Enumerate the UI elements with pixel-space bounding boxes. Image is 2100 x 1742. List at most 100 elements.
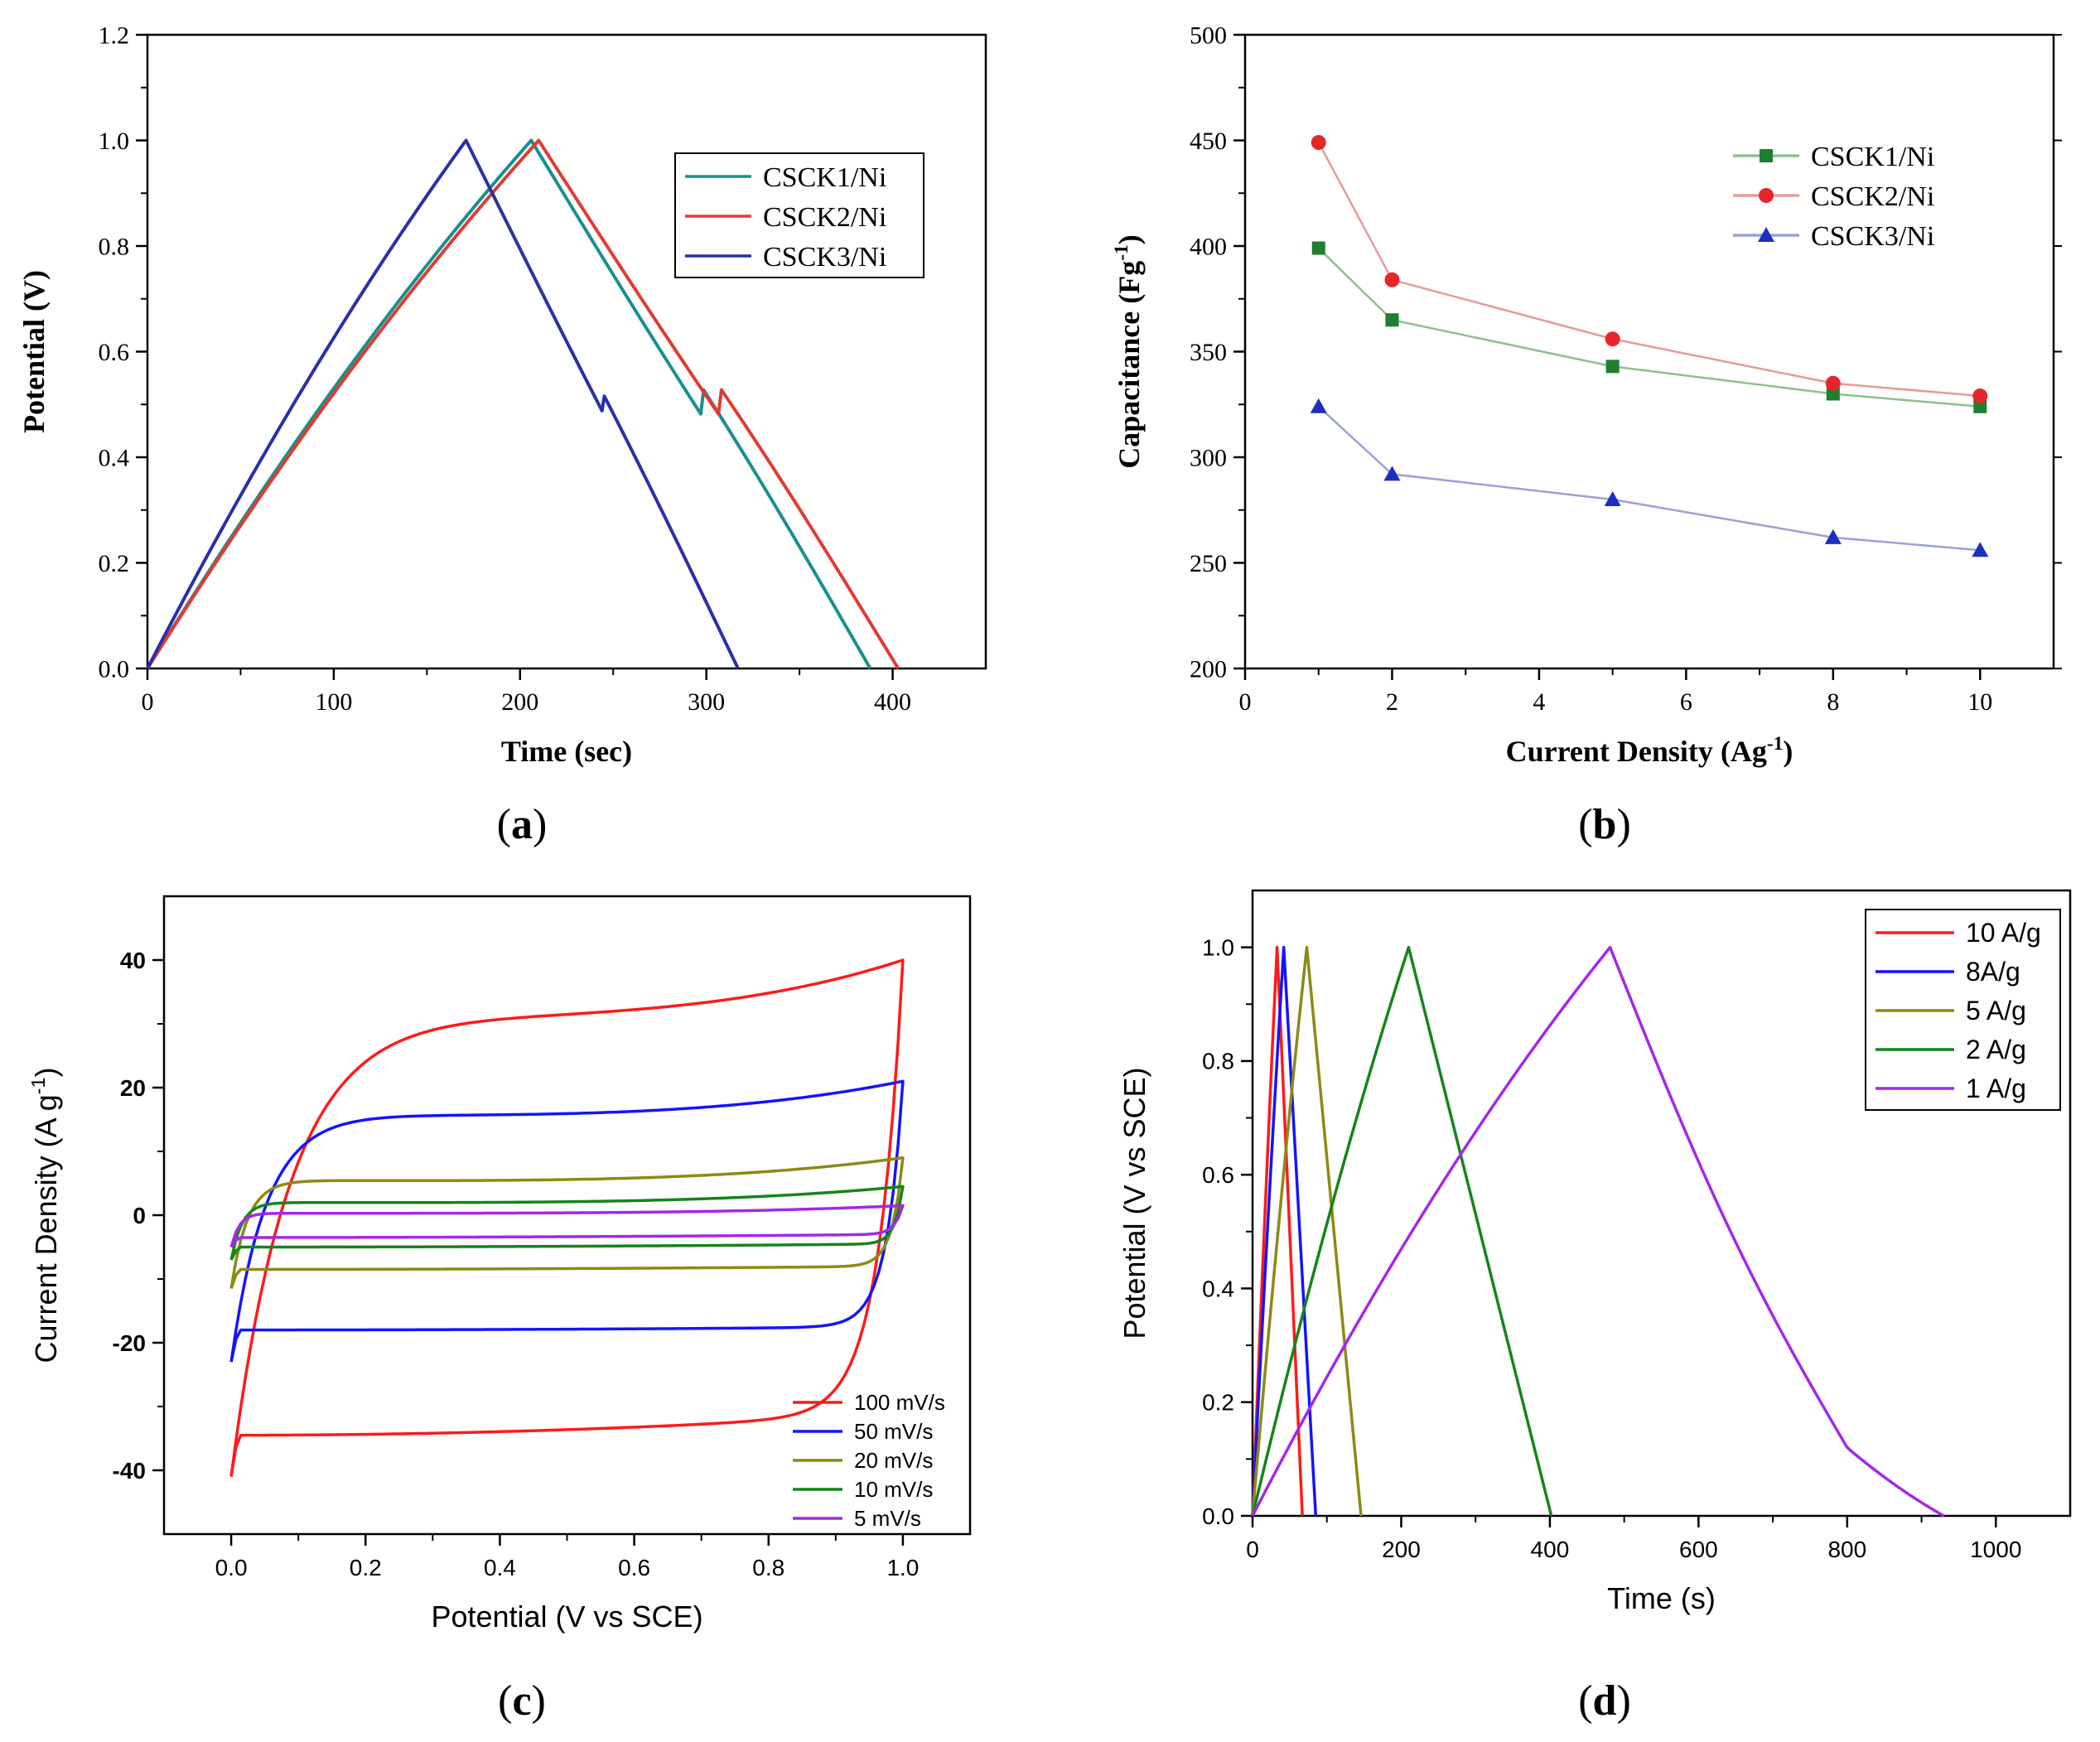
y-axis-label: Current Density (A g-1) <box>27 1068 63 1363</box>
x-tick-label: 200 <box>501 688 538 716</box>
y-tick-label: 0 <box>133 1203 146 1228</box>
x-tick-label: 4 <box>1533 688 1545 716</box>
legend-label: 5 mV/s <box>854 1506 921 1531</box>
y-tick-label: 450 <box>1190 128 1227 155</box>
x-tick-label: 6 <box>1680 688 1692 716</box>
x-tick-label: 0.6 <box>618 1555 650 1580</box>
legend-label: CSCK1/Ni <box>763 162 886 193</box>
data-point <box>1824 528 1842 544</box>
x-tick-label: 0.2 <box>350 1555 382 1580</box>
plot-frame <box>146 33 987 670</box>
x-tick-label: 0 <box>1246 1537 1259 1562</box>
x-tick-label: 1.0 <box>886 1555 919 1580</box>
chart-c: 0.0 0.2 0.4 0.6 0.8 1.0 -40 -20 0 20 40 Potential (… <box>27 895 972 1633</box>
y-tick-label: 1.0 <box>1202 934 1234 960</box>
legend-marker <box>1758 227 1774 242</box>
x-tick-label: 400 <box>1531 1537 1570 1562</box>
legend: 10 A/g 8A/g 5 A/g 2 A/g 1 A/g <box>1865 909 2061 1111</box>
x-tick-label: 8 <box>1827 688 1839 716</box>
y-tick-label: 0.4 <box>1202 1276 1234 1301</box>
panel-label: (b) <box>1578 801 1631 848</box>
x-tick-label: 800 <box>1827 1537 1866 1562</box>
legend-label: 10 A/g <box>1966 918 2041 948</box>
legend: CSCK1/Ni CSCK2/Ni CSCK3/Ni <box>1733 142 1934 252</box>
legend-label: 20 mV/s <box>854 1448 933 1473</box>
legend: 100 mV/s 50 mV/s 20 mV/s 10 mV/s 5 mV/s <box>793 1390 945 1531</box>
y-tick-label: 350 <box>1190 339 1227 366</box>
series-line <box>229 1079 905 1363</box>
y-tick-label: 20 <box>120 1075 146 1101</box>
series-line <box>1251 945 1553 1517</box>
data-point <box>1604 491 1621 506</box>
plot-frame <box>1251 889 2072 1518</box>
y-tick-label: 0.6 <box>99 339 130 366</box>
x-tick-label: 1000 <box>1970 1537 2021 1562</box>
chart-d: 0 200 400 600 800 1000 0.0 0.2 0.4 0.6 0.8 1.0 Time … <box>1118 889 2072 1615</box>
y-tick-label: 0.2 <box>1202 1390 1234 1416</box>
y-tick-label: 250 <box>1190 550 1227 577</box>
legend-label: CSCK3/Ni <box>1811 221 1934 252</box>
x-tick-label: 0.4 <box>484 1555 516 1580</box>
data-point <box>1605 331 1620 347</box>
data-point <box>1310 398 1327 413</box>
plot-frame <box>162 895 972 1536</box>
data-point <box>1385 313 1399 327</box>
x-tick-label: 0 <box>142 688 154 716</box>
y-tick-label: 0.4 <box>99 445 130 472</box>
y-axis-label: Potential (V) <box>17 270 51 433</box>
legend-label: 5 A/g <box>1966 996 2026 1025</box>
legend-label: CSCK2/Ni <box>1811 181 1934 212</box>
series-line <box>1317 405 1981 552</box>
legend-label: CSCK1/Ni <box>1811 142 1934 172</box>
x-tick-label: 0.8 <box>752 1555 784 1580</box>
legend-label: CSCK2/Ni <box>763 202 886 233</box>
series-line <box>146 138 740 669</box>
x-tick-label: 0.0 <box>215 1555 248 1580</box>
x-axis-label: Current Density (Ag-1) <box>1506 733 1793 768</box>
data-point <box>1383 466 1401 481</box>
y-tick-label: 1.0 <box>99 128 130 155</box>
legend-label: 1 A/g <box>1966 1074 2026 1103</box>
data-point <box>1825 375 1841 391</box>
legend: CSCK1/Ni CSCK2/Ni CSCK3/Ni <box>674 152 924 278</box>
y-tick-label: 0.0 <box>1202 1503 1234 1529</box>
data-point <box>1311 241 1325 255</box>
legend-label: 50 mV/s <box>854 1419 933 1444</box>
x-axis-label: Potential (V vs SCE) <box>431 1600 702 1633</box>
x-tick-label: 200 <box>1382 1537 1421 1562</box>
data-point <box>1972 542 1989 557</box>
legend-label: CSCK3/Ni <box>763 242 886 273</box>
x-tick-label: 600 <box>1679 1537 1718 1562</box>
series-line <box>1251 945 1304 1517</box>
series-line <box>1251 945 1945 1518</box>
y-tick-label: 400 <box>1190 234 1227 261</box>
data-point <box>1826 387 1840 401</box>
data-point <box>1384 272 1400 287</box>
series-line <box>1251 945 1318 1517</box>
series-line <box>1317 247 1981 408</box>
y-tick-label: -40 <box>113 1458 146 1484</box>
panel-label: (a) <box>497 801 548 848</box>
series-line <box>229 1185 905 1261</box>
x-tick-label: 0 <box>1239 688 1252 716</box>
y-tick-label: 0.8 <box>1202 1049 1234 1074</box>
y-tick-label: 1.2 <box>99 22 130 50</box>
panel-label: (d) <box>1578 1677 1631 1725</box>
plot-frame <box>1243 33 2055 670</box>
x-axis-label: Time (s) <box>1607 1581 1716 1615</box>
series-line <box>229 1156 905 1290</box>
y-tick-label: 500 <box>1190 22 1227 50</box>
data-point <box>1972 388 1988 404</box>
series-line <box>229 1204 905 1248</box>
y-tick-label: 0.6 <box>1202 1162 1234 1188</box>
y-axis-label: Capacitance (Fg-1) <box>1111 234 1146 468</box>
series-line <box>146 138 872 670</box>
y-tick-label: 300 <box>1190 445 1227 472</box>
chart-a: 0 100 200 300 400 0.0 0.2 0.4 0.6 0.8 1.0 1.2 Time (… <box>17 22 987 768</box>
y-tick-label: 0.2 <box>99 550 130 577</box>
x-tick-label: 300 <box>688 688 725 716</box>
x-tick-label: 400 <box>874 688 911 716</box>
legend-label: 10 mV/s <box>854 1477 933 1502</box>
y-tick-label: -20 <box>113 1330 146 1356</box>
